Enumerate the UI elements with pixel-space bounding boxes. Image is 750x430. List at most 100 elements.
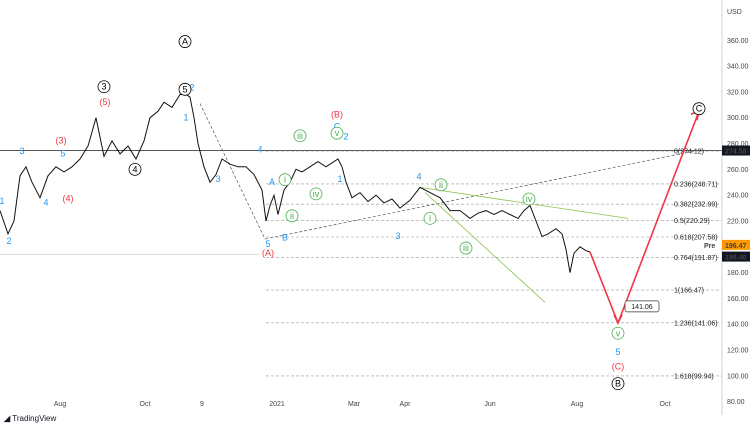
- wave-label: 4: [43, 197, 48, 207]
- y-tick-label: 180.00: [727, 270, 749, 277]
- wave-circle: [178, 35, 192, 48]
- wave-label: (4): [63, 194, 74, 204]
- fib-level-label: 0.618(207.58): [674, 235, 718, 242]
- channel-line-lower: [424, 192, 546, 303]
- tradingview-logo: ◢ TradingView: [4, 414, 56, 423]
- y-tick-label: 160.00: [727, 296, 749, 303]
- circled-wave-label: 3: [101, 82, 106, 92]
- wave-label: 1: [183, 112, 188, 122]
- wave-circle: [522, 192, 536, 206]
- wave-label: 5: [60, 148, 65, 158]
- y-tick-label: 300.00: [727, 115, 749, 122]
- y-tick-label: 340.00: [727, 64, 749, 71]
- circled-wave-label: ii: [439, 180, 443, 190]
- circled-wave-label: iv: [313, 189, 320, 199]
- y-tick-label: 140.00: [727, 322, 749, 329]
- x-tick-label: Aug: [571, 401, 584, 408]
- current-price-tag: 196.40: [725, 255, 747, 262]
- x-tick-label: Oct: [140, 401, 151, 408]
- wave-circle: [278, 173, 292, 187]
- fib-level-label: 0.5(220.29): [674, 218, 710, 225]
- wave-label: C: [334, 121, 341, 131]
- circled-wave-label: ii: [290, 211, 294, 221]
- tradingview-logo-icon: ◢: [4, 414, 11, 423]
- fib-level-label: 0.236(248.71): [674, 181, 718, 188]
- wave-label: 1: [0, 196, 5, 206]
- wave-label: 5: [615, 347, 620, 357]
- x-tick-label: Oct: [660, 401, 671, 408]
- wave-label: 2: [343, 132, 348, 142]
- fib-level-label: 0.382(232.99): [674, 202, 718, 209]
- trend-line-dashed-a: [199, 103, 266, 240]
- target-box: [624, 300, 660, 313]
- x-tick-label: Mar: [348, 401, 361, 408]
- wave-circle: [611, 326, 625, 340]
- circled-wave-label: B: [615, 379, 621, 389]
- y-tick-label: 280.00: [727, 141, 749, 148]
- wave-label: 3: [395, 231, 400, 241]
- circled-wave-label: iv: [526, 194, 533, 204]
- wave-label: 1: [337, 174, 342, 184]
- wave-circle: [128, 162, 142, 176]
- wave-label: B: [282, 232, 288, 242]
- pre-market-tag-bg: [722, 239, 750, 250]
- pre-market-badge: Pre: [704, 243, 715, 250]
- wave-label: (C): [612, 361, 625, 371]
- y-tick-label: 240.00: [727, 193, 749, 200]
- wave-circle: [309, 187, 323, 201]
- currency-label: USD: [727, 9, 742, 16]
- projection-arrow-down: [613, 314, 623, 325]
- circled-wave-label: A: [182, 37, 188, 47]
- wave-circle: [330, 126, 344, 140]
- wave-label: 2: [6, 236, 11, 246]
- y-tick-label: 260.00: [727, 167, 749, 174]
- circled-wave-label: 5: [182, 84, 187, 94]
- x-tick-label: 2021: [269, 401, 285, 408]
- wave-circle: [611, 377, 625, 391]
- y-tick-label: 80.00: [727, 399, 745, 406]
- circled-wave-label: v: [616, 328, 621, 338]
- wave-label: (B): [331, 110, 343, 120]
- wave-label: 3: [215, 174, 220, 184]
- wave-label: 2: [189, 83, 194, 93]
- target-label: 141.06: [631, 304, 653, 311]
- y-tick-label: 120.00: [727, 348, 749, 355]
- last-close-tag-bg: [722, 145, 750, 156]
- wave-circle: [97, 80, 111, 94]
- circled-wave-label: i: [284, 175, 286, 185]
- wave-label: (A): [262, 248, 274, 258]
- wave-label: (3): [56, 136, 67, 146]
- wave-circle: [423, 211, 437, 225]
- x-tick-label: 9: [200, 401, 204, 408]
- wave-label: (5): [100, 97, 111, 107]
- fib-level-label: 1.236(141.06): [674, 320, 718, 327]
- pre-market-tag: 196.47: [725, 243, 747, 250]
- wave-circle: [692, 102, 706, 116]
- circled-wave-label: iii: [463, 243, 469, 253]
- circled-wave-label: i: [429, 213, 431, 223]
- circled-wave-label: 4: [132, 164, 137, 174]
- y-tick-label: 360.00: [727, 38, 749, 45]
- wave-label: A: [269, 177, 275, 187]
- wave-label: 5: [265, 239, 270, 249]
- wave-label: 4: [416, 172, 421, 182]
- wave-circle: [285, 209, 299, 223]
- y-tick-label: 100.00: [727, 373, 749, 380]
- trend-line-dashed-b: [264, 149, 700, 240]
- fib-level-label: 0.764(191.87): [674, 255, 718, 262]
- circled-wave-label: C: [696, 104, 703, 114]
- x-tick-label: Aug: [54, 401, 67, 408]
- y-tick-label: 320.00: [727, 89, 749, 96]
- last-close-tag: 274.58: [725, 149, 747, 156]
- price-series-line: [0, 94, 591, 273]
- circled-wave-label: iii: [297, 131, 303, 141]
- wave-label: 3: [19, 146, 24, 156]
- wave-circle: [459, 241, 473, 255]
- wave-circle: [178, 82, 192, 96]
- fib-level-label: 1.618(99.94): [674, 373, 714, 380]
- tradingview-brand: TradingView: [12, 414, 57, 423]
- wave-circle: [293, 129, 307, 143]
- fib-level-label: 1(166.47): [674, 288, 704, 295]
- wave-circle: [434, 178, 448, 192]
